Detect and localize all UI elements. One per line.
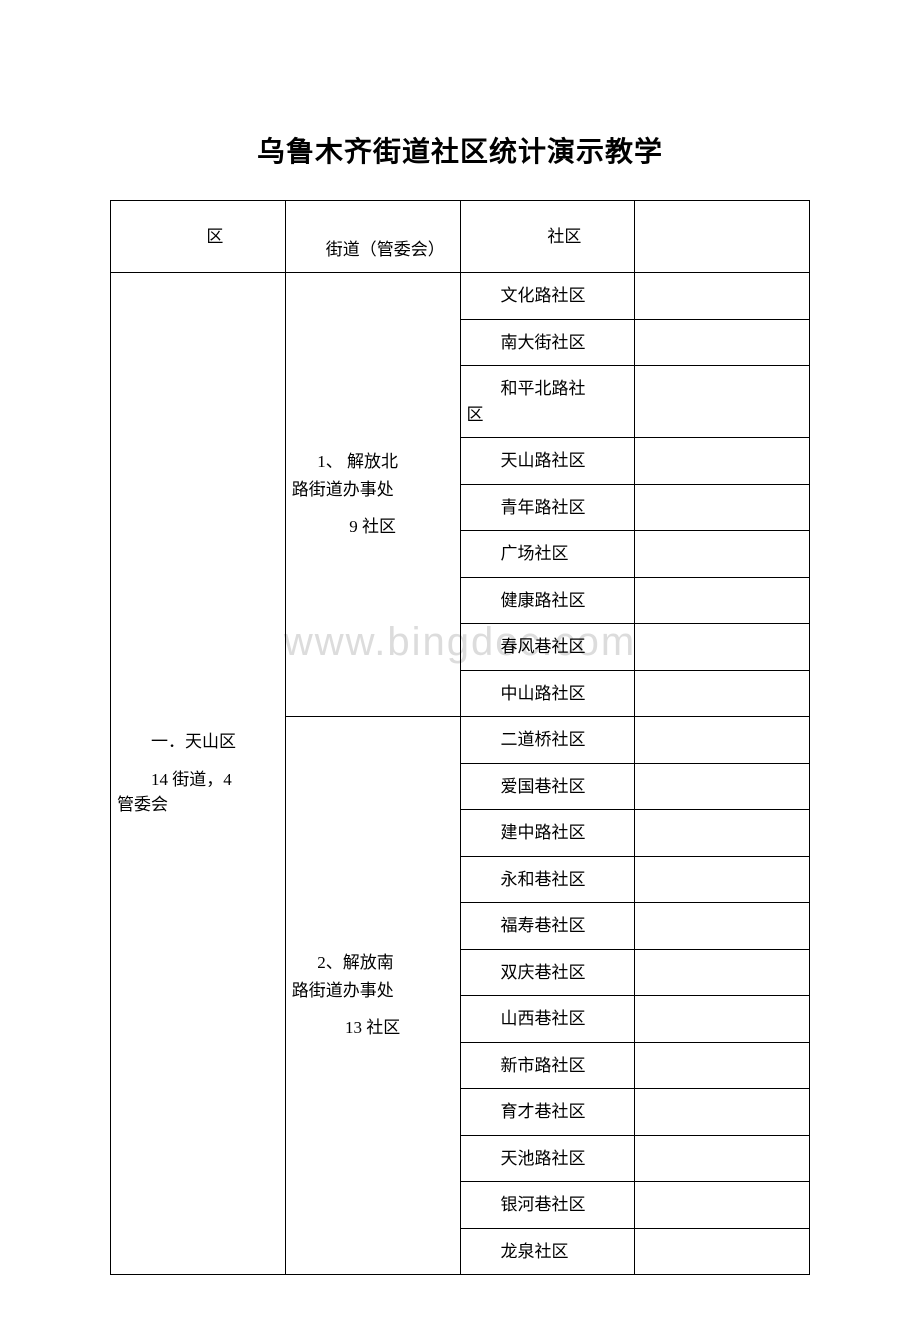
community-cell: 永和巷社区	[460, 856, 635, 903]
community-cell: 南大街社区	[460, 319, 635, 366]
empty-cell	[635, 484, 810, 531]
page-title: 乌鲁木齐街道社区统计演示教学	[110, 130, 810, 170]
empty-cell	[635, 856, 810, 903]
community-cell: 福寿巷社区	[460, 903, 635, 950]
table-header-row: 区 街道（管委会） 社区	[111, 201, 810, 273]
empty-cell	[635, 670, 810, 717]
community-cell: 春风巷社区	[460, 624, 635, 671]
community-cell: 天池路社区	[460, 1135, 635, 1182]
community-cell: 山西巷社区	[460, 996, 635, 1043]
community-cell: 二道桥社区	[460, 717, 635, 764]
header-street: 街道（管委会）	[285, 201, 460, 273]
community-cell: 广场社区	[460, 531, 635, 578]
header-district: 区	[111, 201, 286, 273]
community-cell: 青年路社区	[460, 484, 635, 531]
empty-cell	[635, 717, 810, 764]
header-empty	[635, 201, 810, 273]
empty-cell	[635, 577, 810, 624]
community-cell: 双庆巷社区	[460, 949, 635, 996]
empty-cell	[635, 1089, 810, 1136]
street-cell-2: 2、解放南 路街道办事处 13 社区	[285, 717, 460, 1275]
community-cell: 健康路社区	[460, 577, 635, 624]
community-cell: 天山路社区	[460, 438, 635, 485]
street-cell-1: 1、 解放北 路街道办事处 9 社区	[285, 273, 460, 717]
table-row: 一．天山区 14 街道，4 管委会 1、 解放北 路街道办事处 9 社区 文化路…	[111, 273, 810, 320]
empty-cell	[635, 996, 810, 1043]
community-table: 区 街道（管委会） 社区 一．天山区 14 街道，4 管委会 1、 解放北 路街…	[110, 200, 810, 1275]
empty-cell	[635, 531, 810, 578]
empty-cell	[635, 438, 810, 485]
community-cell: 文化路社区	[460, 273, 635, 320]
community-cell: 爱国巷社区	[460, 763, 635, 810]
empty-cell	[635, 1042, 810, 1089]
community-cell: 新市路社区	[460, 1042, 635, 1089]
district-cell: 一．天山区 14 街道，4 管委会	[111, 273, 286, 1275]
empty-cell	[635, 366, 810, 438]
empty-cell	[635, 949, 810, 996]
empty-cell	[635, 1182, 810, 1229]
empty-cell	[635, 1135, 810, 1182]
empty-cell	[635, 903, 810, 950]
community-cell: 建中路社区	[460, 810, 635, 857]
community-cell: 育才巷社区	[460, 1089, 635, 1136]
empty-cell	[635, 319, 810, 366]
community-cell: 银河巷社区	[460, 1182, 635, 1229]
community-cell: 和平北路社区	[460, 366, 635, 438]
community-cell: 中山路社区	[460, 670, 635, 717]
header-community: 社区	[460, 201, 635, 273]
empty-cell	[635, 810, 810, 857]
empty-cell	[635, 273, 810, 320]
empty-cell	[635, 624, 810, 671]
empty-cell	[635, 763, 810, 810]
empty-cell	[635, 1228, 810, 1275]
community-cell: 龙泉社区	[460, 1228, 635, 1275]
